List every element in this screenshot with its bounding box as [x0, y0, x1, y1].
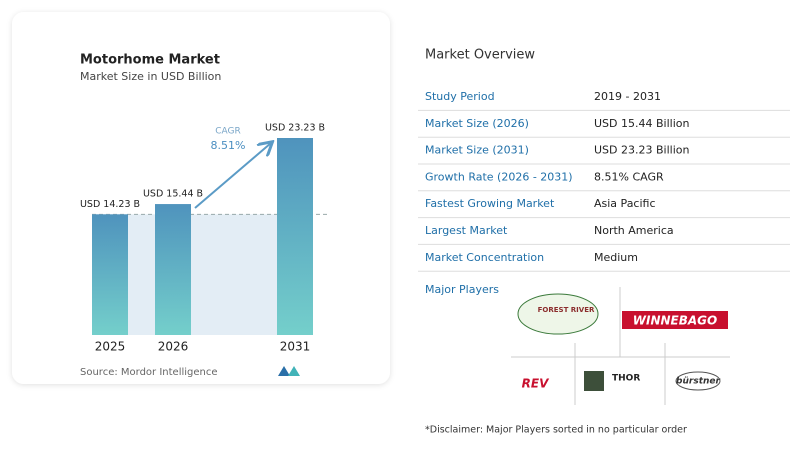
row-label: Study Period [425, 90, 495, 103]
row-label: Market Size (2026) [425, 117, 529, 130]
chart-title: Motorhome Market [80, 53, 220, 68]
row-value: North America [594, 224, 674, 237]
brand-icon [278, 366, 300, 376]
row-label: Market Size (2031) [425, 144, 529, 157]
row-value: USD 15.44 Billion [594, 117, 689, 130]
cagr-label: CAGR [215, 127, 241, 137]
disclaimer: *Disclaimer: Major Players sorted in no … [425, 425, 687, 436]
logo-shape [517, 293, 599, 335]
x-tick-label: 2031 [280, 340, 311, 354]
row-value: USD 23.23 Billion [594, 144, 689, 157]
x-tick-label: 2026 [158, 340, 189, 354]
row-label: Market Concentration [425, 251, 544, 264]
row-value: 2019 - 2031 [594, 90, 661, 103]
value-label: USD 15.44 B [143, 189, 203, 200]
reference-band [92, 214, 313, 335]
logo: FOREST RIVER [538, 306, 595, 314]
logo: WINNEBAGO [633, 314, 717, 328]
overview-table: Study Period 2019 - 2031 Market Size (2026… [418, 90, 790, 272]
logo: THOR [612, 374, 640, 384]
value-label: USD 23.23 B [265, 123, 325, 134]
logo: bürstner [676, 377, 720, 387]
row-value: 8.51% CAGR [594, 170, 664, 183]
logo-shape [675, 371, 721, 391]
chart-subtitle: Market Size in USD Billion [80, 70, 221, 83]
row-value: Asia Pacific [594, 197, 656, 210]
row-label: Fastest Growing Market [425, 197, 555, 210]
row-label: Largest Market [425, 224, 508, 237]
cagr-value: 8.51% [211, 139, 246, 152]
bar [155, 204, 191, 335]
logo-shape [622, 311, 728, 329]
logo: REV [522, 377, 550, 391]
bar [277, 138, 313, 335]
cagr-arrow [194, 143, 271, 209]
overview-title: Market Overview [425, 48, 535, 63]
bar [92, 214, 128, 335]
source: Source: Mordor Intelligence [80, 367, 218, 378]
row-value: Medium [594, 251, 638, 264]
row-label: Growth Rate (2026 - 2031) [425, 170, 573, 183]
logo-shape [584, 371, 604, 391]
players-title: Major Players [425, 283, 499, 296]
x-tick-label: 2025 [95, 340, 126, 354]
logo-grid [511, 287, 730, 405]
value-label: USD 14.23 B [80, 199, 140, 210]
